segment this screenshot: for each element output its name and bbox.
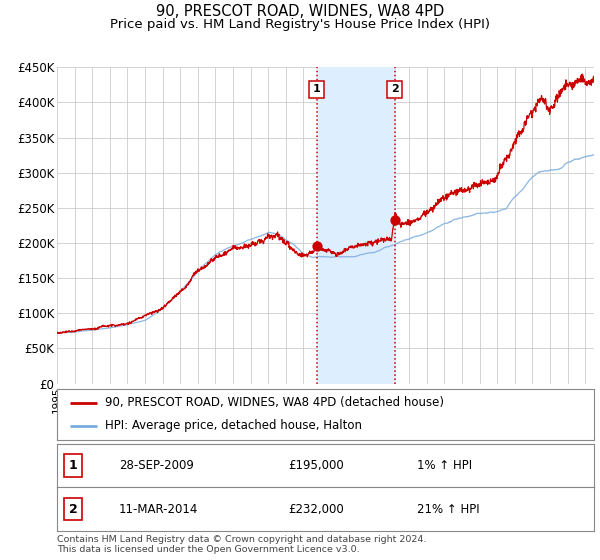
Bar <box>317 67 395 384</box>
Text: 1% ↑ HPI: 1% ↑ HPI <box>417 459 472 472</box>
Text: 1: 1 <box>69 459 77 472</box>
Text: £195,000: £195,000 <box>288 459 344 472</box>
Text: 2: 2 <box>69 502 77 516</box>
Text: Contains HM Land Registry data © Crown copyright and database right 2024.
This d: Contains HM Land Registry data © Crown c… <box>57 535 427 554</box>
Text: 1: 1 <box>313 85 320 94</box>
Text: HPI: Average price, detached house, Halton: HPI: Average price, detached house, Halt… <box>106 419 362 432</box>
Text: 11-MAR-2014: 11-MAR-2014 <box>119 502 198 516</box>
Text: Price paid vs. HM Land Registry's House Price Index (HPI): Price paid vs. HM Land Registry's House … <box>110 18 490 31</box>
Point <box>312 242 322 251</box>
Text: 90, PRESCOT ROAD, WIDNES, WA8 4PD (detached house): 90, PRESCOT ROAD, WIDNES, WA8 4PD (detac… <box>106 396 445 409</box>
Text: 21% ↑ HPI: 21% ↑ HPI <box>417 502 479 516</box>
Text: 2: 2 <box>391 85 399 94</box>
Text: 90, PRESCOT ROAD, WIDNES, WA8 4PD: 90, PRESCOT ROAD, WIDNES, WA8 4PD <box>156 4 444 19</box>
Point <box>390 216 400 225</box>
Text: £232,000: £232,000 <box>288 502 344 516</box>
Text: 28-SEP-2009: 28-SEP-2009 <box>119 459 194 472</box>
